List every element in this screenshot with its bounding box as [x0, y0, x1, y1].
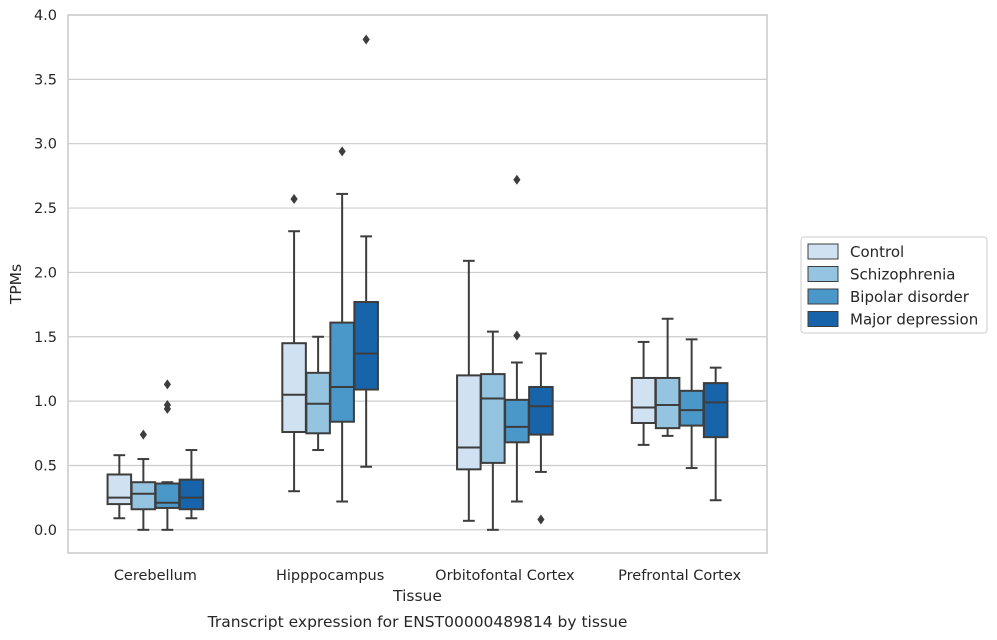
outlier-point: [362, 34, 370, 45]
outlier-point: [338, 146, 346, 157]
y-tick-label: 3.5: [34, 72, 57, 88]
legend-label: Control: [850, 243, 904, 261]
box: [329, 321, 355, 423]
x-tick-labels: Cerebellum Hipppocampus Orbitofontal Corte…: [114, 568, 742, 584]
chart-caption: Transcript expression for ENST0000048981…: [207, 613, 628, 631]
box: [630, 376, 657, 425]
box: [480, 373, 506, 464]
y-tick-label: 1.5: [34, 330, 57, 346]
box: [281, 342, 307, 434]
x-tick-label: Hipppocampus: [276, 568, 384, 584]
box-plot: [528, 352, 554, 525]
box: [154, 482, 181, 509]
outlier-point: [290, 194, 298, 205]
box-plot: [678, 338, 705, 470]
box: [456, 374, 482, 471]
outlier-point: [139, 429, 147, 440]
legend-swatch: [807, 288, 839, 305]
x-tick-label: Cerebellum: [114, 568, 197, 584]
plot-frame: [67, 14, 768, 554]
legend: Control Schizophrenia Bipolar disorder Majo…: [800, 236, 988, 334]
box: [702, 382, 729, 439]
box-plot: [154, 379, 181, 531]
y-tick-label: 1.0: [34, 394, 57, 410]
outlier-point: [513, 174, 521, 185]
box: [654, 376, 681, 430]
legend-frame: [800, 236, 988, 334]
outlier-point: [513, 330, 521, 341]
legend-swatch: [807, 311, 839, 327]
y-tick-label: 0.5: [34, 458, 57, 474]
box-plot: [329, 146, 355, 503]
legend-swatch: [807, 266, 839, 282]
x-tick-label: Prefrontal Cortex: [618, 568, 741, 584]
box: [504, 398, 530, 444]
outlier-point: [163, 399, 171, 410]
outlier-point: [537, 514, 545, 525]
box-plot: [305, 335, 331, 452]
y-tick-label: 2.5: [34, 201, 57, 217]
y-axis-label: TPMs: [7, 264, 25, 305]
box-plot: [504, 174, 530, 503]
legend-label: Schizophrenia: [850, 266, 955, 284]
box: [528, 385, 554, 436]
y-tick-label: 3.0: [34, 137, 57, 153]
box-plot: [281, 194, 307, 493]
box-plot: [702, 366, 729, 502]
box-plot: [130, 429, 157, 531]
x-tick-label: Orbitofontal Cortex: [435, 568, 575, 584]
box: [130, 481, 157, 511]
legend-swatch: [807, 243, 839, 260]
x-axis-label: Tissue: [392, 587, 442, 605]
legend-label: Major depression: [850, 311, 978, 329]
y-tick-label: 0.0: [34, 523, 57, 539]
y-tick-label: 4.0: [34, 8, 57, 24]
y-tick-labels: 0.0 0.5 1.0 1.5 2.0 2.5 3.0 3.5 4.0: [34, 8, 57, 539]
box-plot: [106, 454, 133, 520]
box-plot: [480, 330, 506, 531]
grid-lines: [68, 14, 767, 531]
outlier-point: [163, 379, 171, 390]
box: [353, 301, 379, 391]
box: [106, 473, 133, 506]
box-plot: [353, 34, 379, 468]
box-plot: [654, 317, 681, 437]
box: [178, 478, 205, 511]
box: [678, 389, 705, 427]
y-tick-label: 2.0: [34, 265, 57, 281]
box-plots: [106, 34, 729, 531]
box-plot: [630, 340, 657, 446]
box-plot: [178, 449, 205, 520]
legend-label: Bipolar disorder: [850, 288, 970, 306]
box-plot: [456, 259, 482, 522]
